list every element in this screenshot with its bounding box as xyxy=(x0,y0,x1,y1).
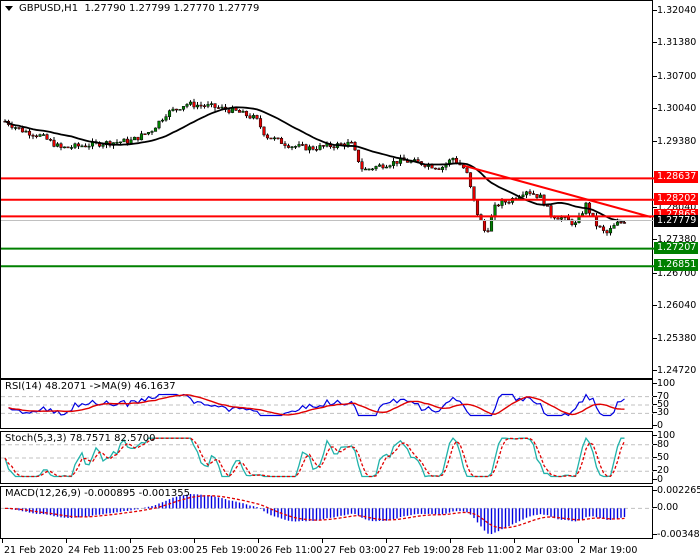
level-tag: 1.27207 xyxy=(654,241,698,254)
level-tag: 1.26851 xyxy=(654,259,698,272)
price-tick xyxy=(653,239,657,241)
indicator-axis-label: 0 xyxy=(657,420,664,431)
level-tag: 1.28202 xyxy=(654,192,698,205)
time-label: 25 Feb 19:00 xyxy=(196,545,259,556)
time-label: 28 Feb 11:00 xyxy=(452,545,515,556)
price-label: 1.30700 xyxy=(657,70,697,82)
candlestick-plot xyxy=(1,98,654,268)
stoch-label: Stoch(5,3,3) 78.7571 82.5700 xyxy=(5,433,156,444)
price-tick xyxy=(653,337,657,339)
indicator-axis-label: 0 xyxy=(657,474,664,485)
indicator-axis-label: 100 xyxy=(657,378,676,389)
indicator-axis-label: 0.00 xyxy=(657,502,679,514)
time-tick xyxy=(514,538,515,543)
time-label: 25 Feb 03:00 xyxy=(132,545,195,556)
price-label: 1.28040 xyxy=(657,201,697,213)
price-label: 1.30040 xyxy=(657,103,697,115)
price-tick xyxy=(653,140,657,142)
rsi-label: RSI(14) 48.2071 ->MA(9) 46.1637 xyxy=(5,381,176,392)
price-label: 1.26040 xyxy=(657,300,697,312)
price-label: 1.29380 xyxy=(657,135,697,147)
chart-title: GBPUSD,H1 1.27790 1.27799 1.27770 1.2777… xyxy=(5,3,259,14)
current-price-tag: 1.27779 xyxy=(654,215,698,227)
indicator-axis-label: 30 xyxy=(657,407,670,419)
price-tick xyxy=(653,272,657,274)
time-label: 24 Feb 11:00 xyxy=(68,545,131,556)
time-tick xyxy=(2,538,3,543)
price-tick xyxy=(653,108,657,110)
price-label: 1.26700 xyxy=(657,267,697,279)
indicator-axis-label: -0.003483 xyxy=(657,529,700,540)
indicator-axis-label: 100 xyxy=(657,430,676,441)
price-label: 1.27380 xyxy=(657,234,697,246)
time-label: 2 Mar 03:00 xyxy=(516,545,574,556)
indicator-axis-label: 80 xyxy=(657,438,670,450)
price-tick xyxy=(653,305,657,307)
time-label: 26 Feb 11:00 xyxy=(260,545,323,556)
price-label: 1.32040 xyxy=(657,5,697,16)
stoch-pane[interactable]: Stoch(5,3,3) 78.7571 82.5700 xyxy=(0,431,654,484)
price-tick xyxy=(653,10,657,11)
rsi-pane[interactable]: RSI(14) 48.2071 ->MA(9) 46.1637 xyxy=(0,379,654,429)
time-label: 21 Feb 2020 xyxy=(4,545,64,556)
time-label: 27 Feb 19:00 xyxy=(388,545,451,556)
dropdown-triangle-icon[interactable] xyxy=(5,5,13,11)
price-label: 1.25380 xyxy=(657,332,697,344)
price-label: 1.31380 xyxy=(657,37,697,49)
price-tick xyxy=(653,42,657,44)
price-tick xyxy=(653,75,657,77)
price-label: 1.24720 xyxy=(657,364,697,376)
time-tick xyxy=(322,538,323,543)
rsi-plot xyxy=(1,393,654,417)
time-label: 2 Mar 19:00 xyxy=(580,545,638,556)
time-tick xyxy=(578,538,579,543)
indicator-axis-label: 50 xyxy=(657,399,670,410)
time-label: 27 Feb 03:00 xyxy=(324,545,387,556)
indicator-axis-label: 0.002265 xyxy=(657,485,700,496)
macd-label: MACD(12,26,9) -0.000895 -0.001355 xyxy=(5,488,190,499)
price-tick xyxy=(653,206,657,208)
indicator-axis-label: 20 xyxy=(657,465,670,477)
time-tick xyxy=(194,538,195,543)
indicator-axis-label: 50 xyxy=(657,452,670,463)
price-chart-pane[interactable]: GBPUSD,H1 1.27790 1.27799 1.27770 1.2777… xyxy=(0,0,654,379)
indicator-axis-label: 70 xyxy=(657,390,670,402)
time-tick xyxy=(386,538,387,543)
time-tick xyxy=(130,538,131,543)
price-tick xyxy=(653,369,657,371)
time-tick xyxy=(258,538,259,543)
time-tick xyxy=(450,538,451,543)
symbol-timeframe: GBPUSD,H1 xyxy=(19,3,79,14)
macd-plot xyxy=(1,493,654,535)
macd-pane[interactable]: MACD(12,26,9) -0.000895 -0.001355 xyxy=(0,486,654,539)
stochastic-plot xyxy=(1,436,654,478)
level-tag: 1.28637 xyxy=(654,171,698,184)
ohlc-values: 1.27790 1.27799 1.27770 1.27779 xyxy=(84,3,260,14)
time-tick xyxy=(66,538,67,543)
